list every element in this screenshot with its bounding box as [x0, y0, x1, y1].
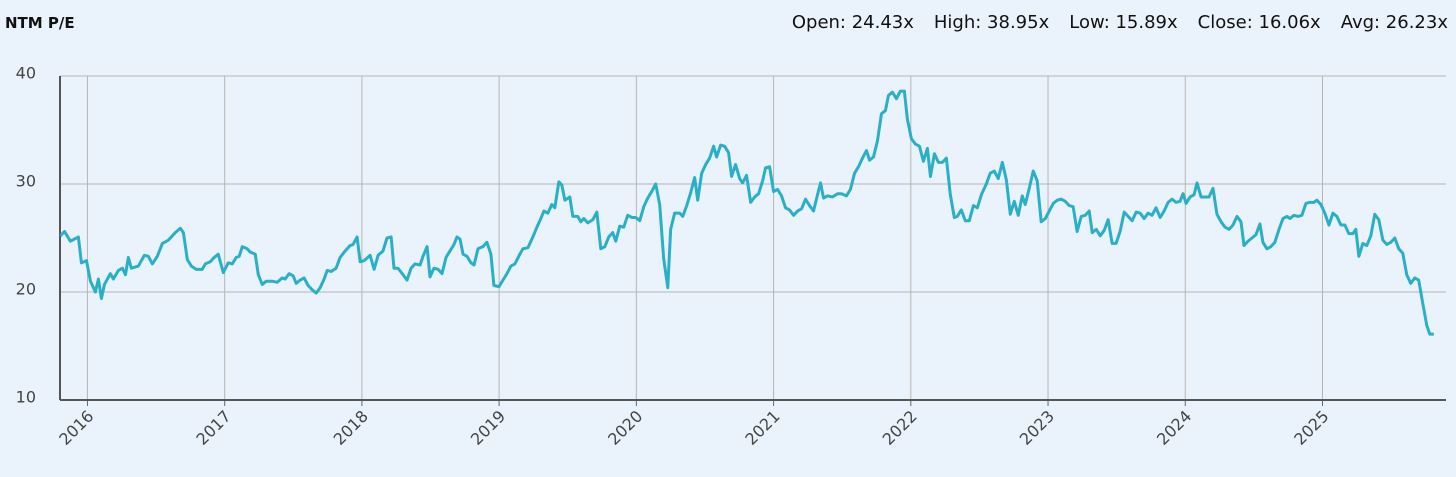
stat: Low: 15.89x — [1069, 12, 1178, 33]
stat: Close: 16.06x — [1197, 12, 1321, 33]
x-tick-label: 2020 — [604, 407, 646, 449]
x-tick-label: 2016 — [55, 407, 97, 449]
x-tick-label: 2019 — [467, 407, 509, 449]
x-tick-label: 2021 — [741, 407, 783, 449]
x-tick-label: 2025 — [1290, 407, 1332, 449]
chart-title: NTM P/E — [5, 14, 75, 32]
x-tick-label: 2023 — [1016, 407, 1058, 449]
y-tick-label: 30 — [16, 172, 36, 191]
stats: Open: 24.43x High: 38.95x Low: 15.89x Close… — [792, 12, 1448, 33]
y-tick-label: 20 — [16, 280, 36, 299]
y-tick-label: 10 — [16, 388, 36, 407]
x-tick-label: 2018 — [330, 407, 372, 449]
stat: Avg: 26.23x — [1340, 12, 1448, 33]
stat: High: 38.95x — [933, 12, 1050, 33]
x-tick-label: 2024 — [1153, 407, 1195, 449]
data-line — [59, 89, 1434, 336]
x-tick-label: 2017 — [192, 407, 234, 449]
x-tick-label: 2022 — [879, 407, 921, 449]
y-tick-label: 40 — [16, 64, 36, 83]
stat: Open: 24.43x — [791, 12, 914, 33]
